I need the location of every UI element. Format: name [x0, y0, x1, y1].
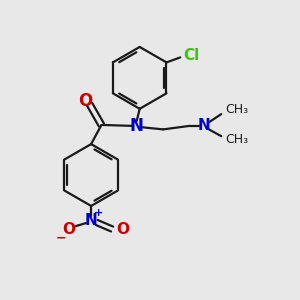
- Text: −: −: [56, 231, 66, 244]
- Text: N: N: [198, 118, 211, 134]
- Text: N: N: [130, 117, 144, 135]
- Text: N: N: [85, 213, 98, 228]
- Text: CH₃: CH₃: [226, 134, 249, 146]
- Text: +: +: [94, 208, 104, 218]
- Text: CH₃: CH₃: [226, 103, 249, 116]
- Text: O: O: [62, 222, 76, 237]
- Text: Cl: Cl: [183, 47, 200, 62]
- Text: O: O: [116, 222, 129, 237]
- Text: O: O: [78, 92, 92, 110]
